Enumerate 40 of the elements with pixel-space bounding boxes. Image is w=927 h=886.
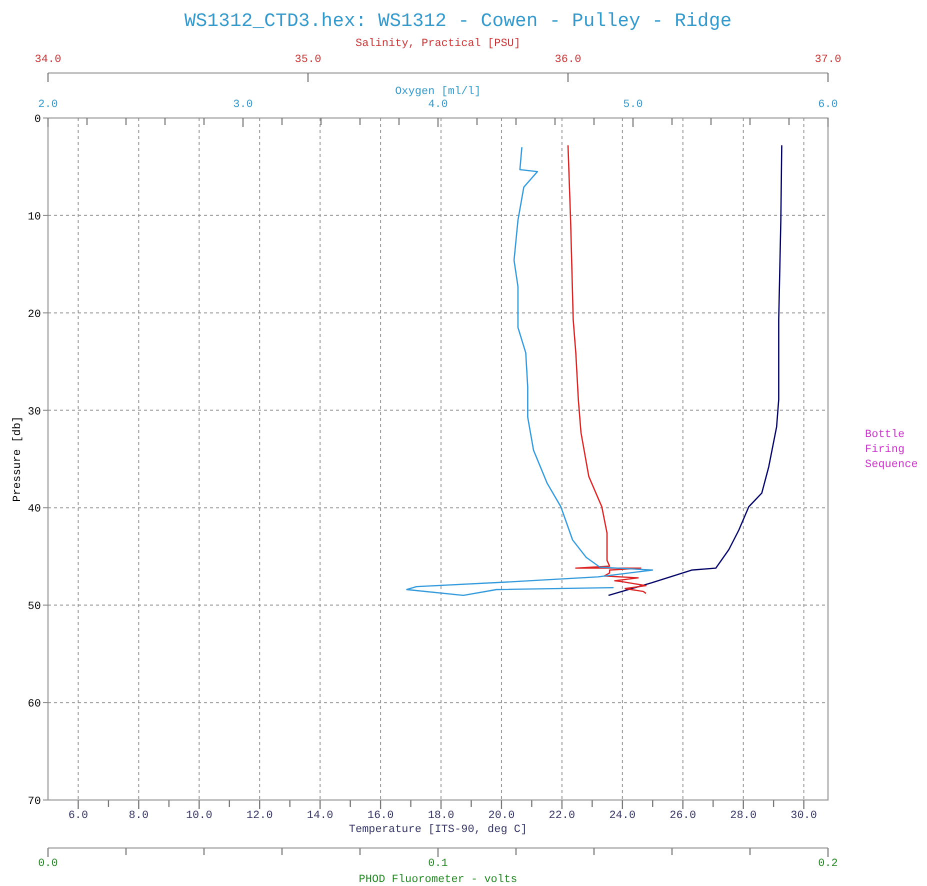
y-tick-label: 0 bbox=[34, 114, 41, 126]
x-tick-label: 30.0 bbox=[790, 810, 818, 822]
x-axis-title: Temperature [ITS-90, deg C] bbox=[348, 824, 528, 836]
x-tick-label: 0.1 bbox=[428, 858, 448, 870]
x-tick-label: 12.0 bbox=[246, 810, 273, 822]
x2-tick-label: 3.0 bbox=[233, 99, 253, 111]
x-tick-label: 10.0 bbox=[186, 810, 212, 822]
x2-tick-label: 6.0 bbox=[818, 99, 838, 111]
x2-axis-title: Salinity, Practical [PSU] bbox=[355, 38, 521, 50]
y-tick-label: 30 bbox=[28, 406, 41, 418]
x2-tick-label: 2.0 bbox=[38, 99, 58, 111]
x-tick-label: 26.0 bbox=[670, 810, 696, 822]
x-tick-label: 16.0 bbox=[367, 810, 394, 822]
x2-axis-title: Oxygen [ml/l] bbox=[395, 86, 481, 98]
x-tick-label: 18.0 bbox=[428, 810, 454, 822]
y-tick-label: 20 bbox=[28, 308, 41, 321]
x2-tick-label: 5.0 bbox=[623, 99, 643, 111]
y-tick-label: 50 bbox=[28, 601, 41, 614]
x-tick-label: 14.0 bbox=[306, 810, 334, 822]
x2-tick-label: 4.0 bbox=[428, 99, 448, 111]
y-tick-label: 70 bbox=[28, 796, 41, 808]
x2-tick-label: 37.0 bbox=[814, 54, 842, 66]
x2-tick-label: 35.0 bbox=[294, 54, 322, 66]
y-axis-title: Pressure [db] bbox=[12, 416, 24, 502]
x-tick-label: 24.0 bbox=[609, 810, 636, 822]
x-tick-label: 8.0 bbox=[128, 810, 149, 822]
chart-title: WS1312_CTD3.hex: WS1312 - Cowen - Pulley - Ridge bbox=[184, 10, 732, 32]
x-tick-label: 0.2 bbox=[818, 858, 838, 870]
y-tick-label: 40 bbox=[28, 504, 41, 516]
x2-tick-label: 34.0 bbox=[34, 54, 62, 66]
text: Bottle Firing Sequence bbox=[865, 429, 918, 471]
x-tick-label: 6.0 bbox=[68, 810, 88, 822]
x-tick-label: 22.0 bbox=[548, 810, 576, 822]
y-tick-label: 10 bbox=[28, 211, 41, 224]
x-tick-label: 20.0 bbox=[488, 810, 515, 822]
x-tick-label: 0.0 bbox=[38, 858, 58, 870]
y-tick-label: 60 bbox=[28, 698, 41, 711]
x-axis-title: PHOD Fluorometer - volts bbox=[358, 874, 518, 886]
x-tick-label: 28.0 bbox=[730, 810, 757, 822]
x2-tick-label: 36.0 bbox=[554, 54, 582, 66]
